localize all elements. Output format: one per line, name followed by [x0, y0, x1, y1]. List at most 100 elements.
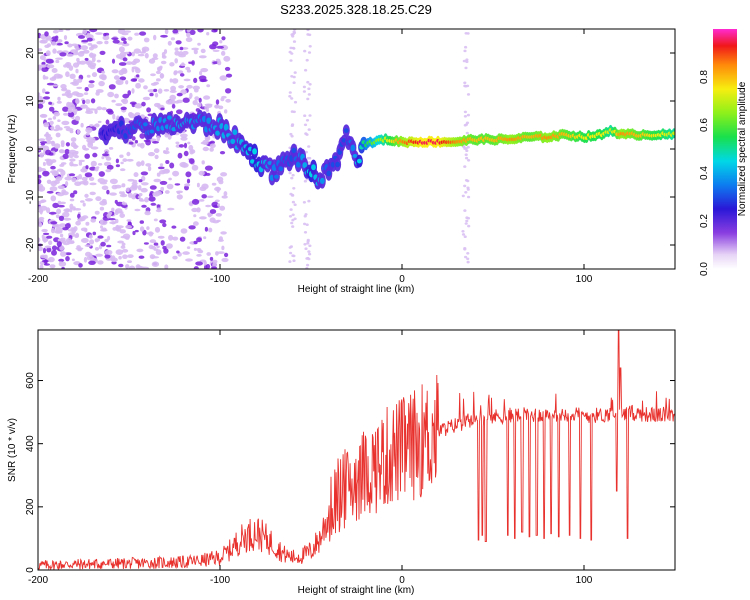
noise-speck: [99, 50, 106, 56]
noise-speck: [304, 247, 308, 250]
noise-speck: [60, 88, 68, 92]
noise-speck: [94, 167, 99, 172]
noise-speck: [38, 206, 42, 211]
noise-speck: [463, 110, 467, 114]
noise-speck: [59, 223, 67, 228]
noise-speck: [142, 48, 146, 53]
noise-speck: [197, 249, 204, 254]
noise-speck: [106, 244, 112, 248]
noise-speck: [78, 35, 85, 39]
noise-speck: [466, 188, 470, 191]
noise-speck: [127, 90, 131, 96]
noise-speck: [223, 55, 231, 62]
noise-speck: [101, 70, 106, 74]
noise-speck: [145, 139, 152, 146]
noise-speck: [38, 246, 43, 252]
noise-speck: [121, 68, 127, 73]
noise-speck: [69, 198, 75, 202]
noise-speck: [176, 92, 183, 97]
snr-y-axis: 0 200 400 600: [25, 372, 675, 573]
noise-speck: [143, 242, 149, 245]
noise-speck: [196, 237, 202, 243]
noise-speck: [206, 84, 211, 88]
noise-speck: [304, 68, 308, 72]
noise-speck: [78, 263, 83, 268]
noise-speck: [99, 74, 107, 80]
noise-speck: [80, 45, 89, 51]
noise-speck: [48, 152, 54, 156]
noise-speck: [466, 252, 470, 255]
noise-speck: [177, 70, 184, 74]
noise-speck: [101, 185, 109, 191]
noise-speck: [134, 32, 140, 36]
noise-speck: [208, 227, 213, 233]
noise-speck: [173, 70, 178, 76]
noise-speck: [118, 255, 122, 260]
noise-speck: [180, 133, 188, 138]
noise-speck: [461, 233, 466, 236]
noise-speck: [76, 129, 80, 134]
noise-speck: [289, 59, 293, 62]
noise-speck: [304, 132, 308, 135]
noise-speck: [209, 44, 217, 50]
noise-speck: [171, 103, 176, 109]
noise-speck: [133, 172, 139, 178]
noise-speck: [38, 209, 44, 213]
noise-speck: [176, 250, 180, 254]
noise-speck: [38, 138, 46, 142]
noise-speck: [305, 257, 309, 260]
noise-speck: [76, 245, 81, 249]
noise-speck: [44, 31, 49, 37]
noise-speck: [58, 258, 65, 262]
noise-speck: [86, 107, 91, 113]
noise-speck: [128, 141, 134, 145]
noise-speck: [92, 152, 98, 158]
noise-speck: [81, 39, 89, 43]
noise-speck: [102, 35, 110, 41]
noise-speck: [147, 166, 152, 172]
noise-speck: [111, 37, 119, 40]
noise-speck: [126, 219, 132, 222]
noise-speck: [290, 110, 294, 113]
noise-speck: [464, 191, 468, 194]
noise-speck: [206, 252, 211, 256]
noise-speck: [65, 142, 70, 147]
noise-speck: [215, 251, 219, 256]
noise-speck: [59, 163, 65, 167]
noise-speck: [60, 251, 67, 257]
noise-speck: [99, 206, 105, 211]
noise-speck: [169, 162, 175, 169]
noise-speck: [117, 240, 124, 244]
spectrogram-x-axis: -200 -100 0 100: [28, 29, 593, 285]
noise-speck: [200, 141, 207, 145]
noise-speck: [94, 247, 100, 251]
noise-speck: [80, 200, 85, 203]
noise-speck: [63, 208, 71, 213]
noise-speck: [120, 161, 124, 165]
noise-speck: [186, 246, 191, 250]
noise-speck: [170, 37, 175, 41]
noise-speck: [39, 39, 46, 44]
noise-speck: [464, 45, 468, 49]
noise-speck: [57, 119, 61, 122]
y-tick-label: 20: [25, 47, 36, 59]
noise-speck: [134, 139, 138, 144]
noise-speck: [196, 207, 201, 213]
noise-speck: [46, 64, 55, 69]
signal-core: [215, 130, 220, 136]
noise-speck: [162, 222, 167, 228]
noise-speck: [154, 226, 161, 233]
noise-speck: [111, 207, 115, 212]
noise-speck: [89, 182, 97, 186]
noise-speck: [466, 216, 470, 220]
noise-speck: [174, 58, 178, 64]
noise-speck: [156, 207, 161, 211]
noise-speck: [151, 261, 160, 268]
noise-speck: [60, 169, 66, 176]
noise-speck: [204, 226, 208, 232]
noise-speck: [61, 93, 66, 96]
signal-core: [171, 127, 177, 132]
noise-speck: [288, 171, 292, 175]
noise-speck: [223, 191, 228, 197]
noise-speck: [84, 153, 90, 159]
